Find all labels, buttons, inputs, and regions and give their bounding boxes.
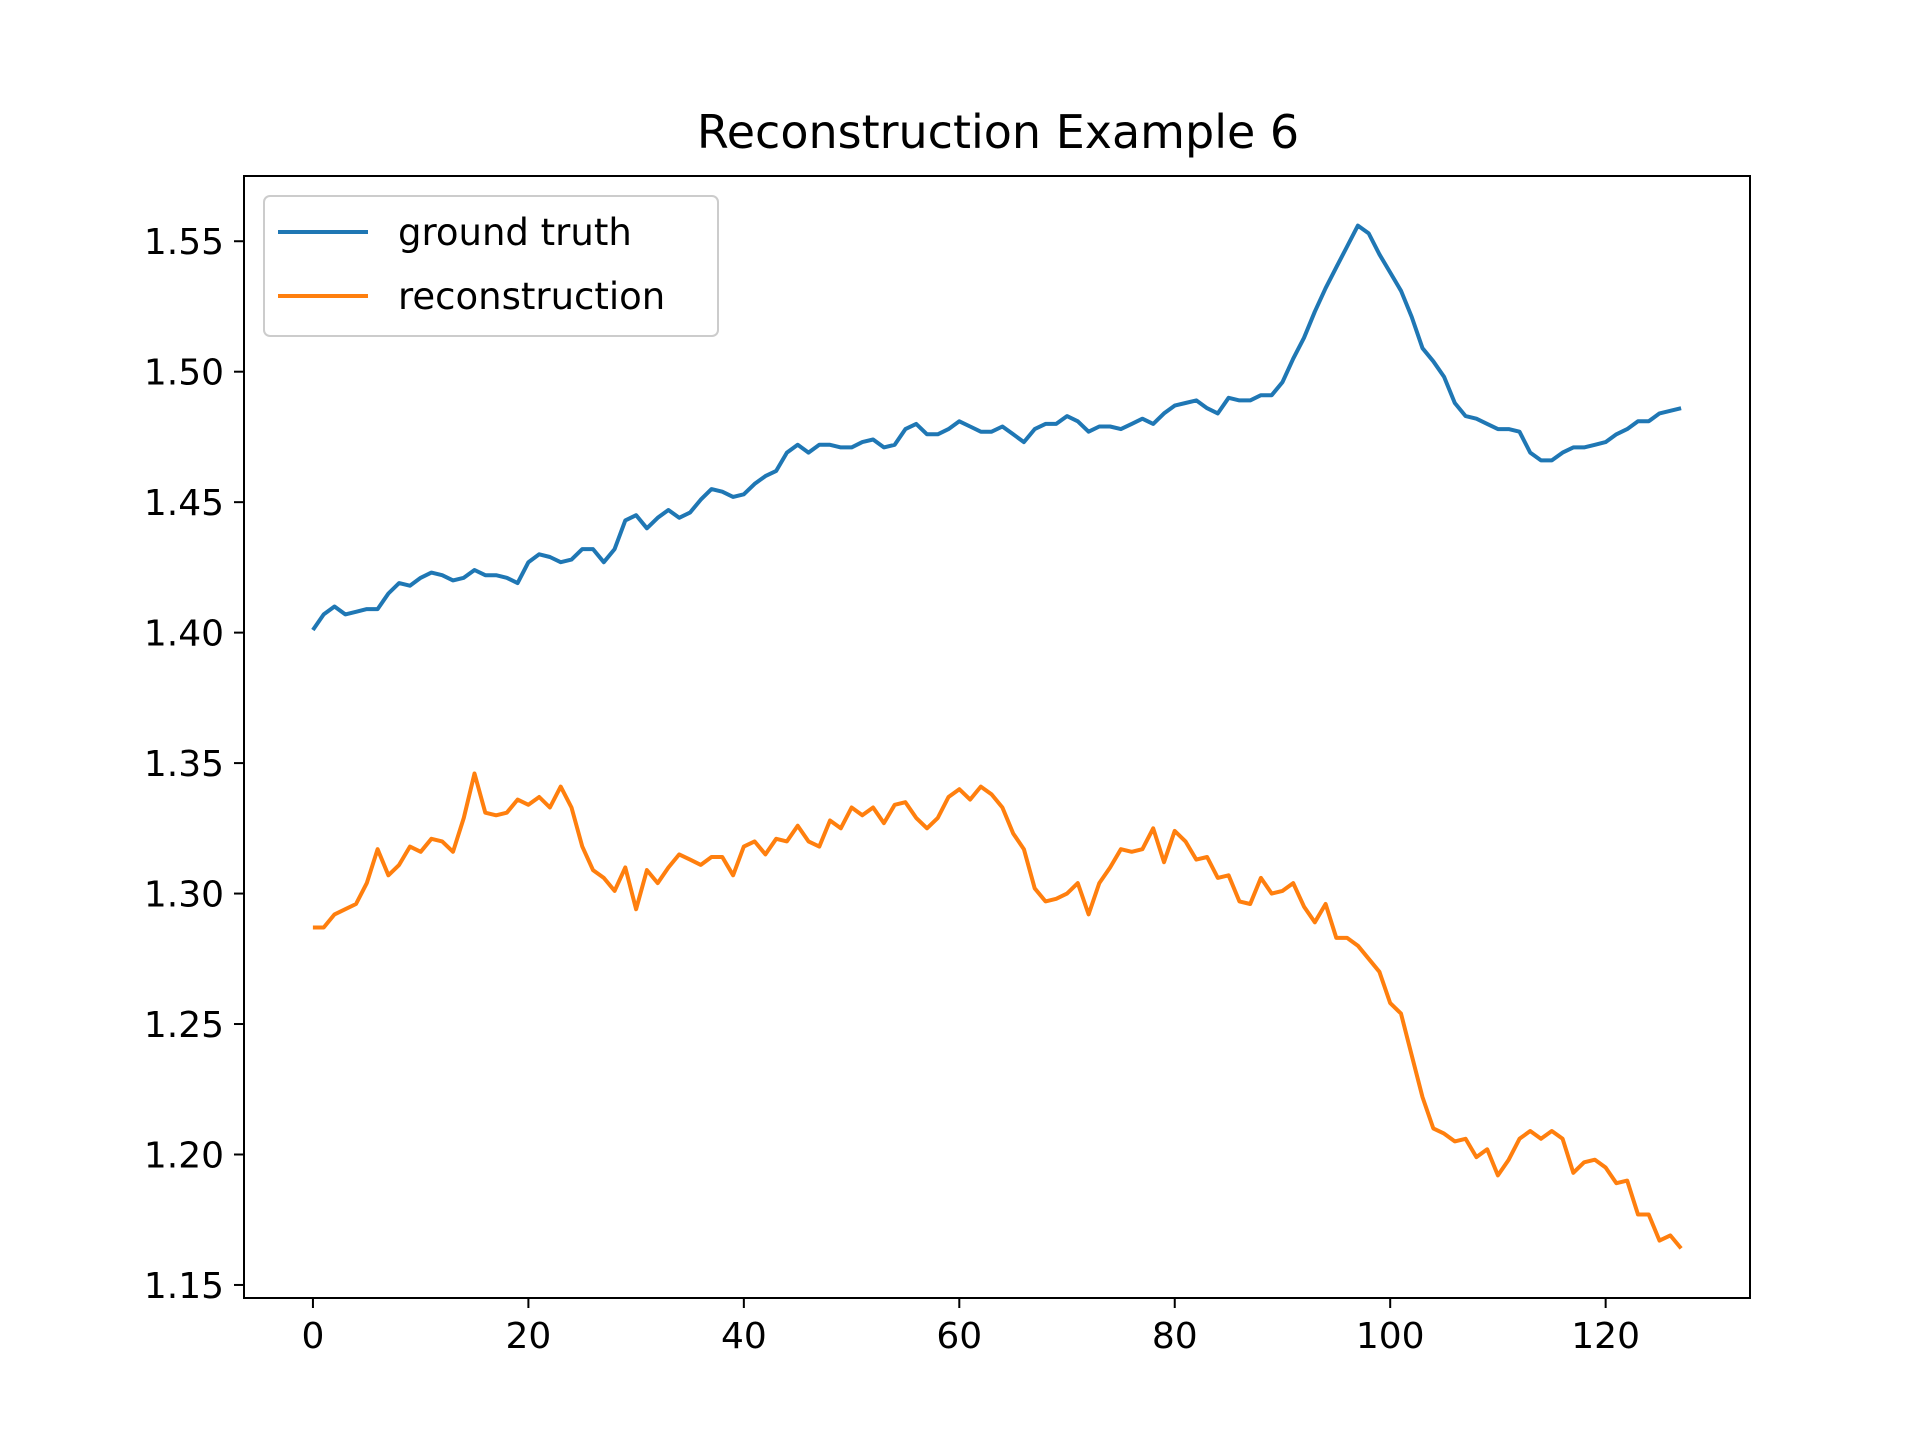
y-tick-label-1.55: 1.55 (144, 222, 224, 263)
x-tick-label-60: 60 (936, 1316, 982, 1357)
series-group (311, 223, 1683, 1250)
x-tick-label-40: 40 (721, 1316, 767, 1357)
chart-title: Reconstruction Example 6 (697, 105, 1299, 159)
y-tick-label-1.20: 1.20 (144, 1135, 224, 1176)
y-tick-label-1.45: 1.45 (144, 483, 224, 524)
y-tick-label-1.30: 1.30 (144, 875, 224, 916)
y-axis: 1.15 1.20 1.25 1.30 1.35 1.40 1.45 1.50 1.55 (144, 222, 244, 1307)
x-tick-label-0: 0 (301, 1316, 324, 1357)
y-tick-label-1.50: 1.50 (144, 353, 224, 394)
x-axis: 0 20 40 60 80 100 120 (301, 1298, 1640, 1357)
y-tick-label-1.25: 1.25 (144, 1005, 224, 1046)
legend-box (263, 195, 719, 337)
plot-area-frame (243, 175, 1751, 1299)
x-tick-label-20: 20 (505, 1316, 551, 1357)
legend-label-reconstruction: reconstruction (398, 275, 665, 318)
series-line-ground-truth (311, 223, 1682, 632)
series-line-reconstruction (312, 771, 1683, 1250)
y-tick-label-1.35: 1.35 (144, 744, 224, 785)
legend-label-ground-truth: ground truth (398, 211, 632, 254)
y-tick-label-1.15: 1.15 (144, 1266, 224, 1307)
x-tick-label-120: 120 (1571, 1316, 1640, 1357)
x-tick-label-100: 100 (1356, 1316, 1425, 1357)
legend: ground truth reconstruction (263, 195, 719, 337)
y-tick-label-1.40: 1.40 (144, 614, 224, 655)
x-tick-label-80: 80 (1152, 1316, 1198, 1357)
